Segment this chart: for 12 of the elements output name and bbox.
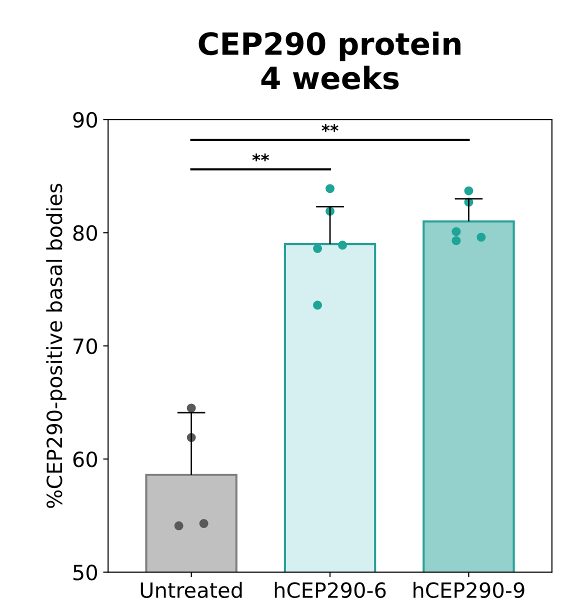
y-tick-label: 50 bbox=[73, 564, 98, 580]
chart-title: CEP290 protein 4 weeks bbox=[198, 32, 460, 90]
y-tick-label: 70 bbox=[74, 338, 98, 354]
annotation: ** bbox=[322, 124, 338, 132]
y-tick-label: 60 bbox=[73, 451, 98, 468]
x-tick-label: hCEP290-6 bbox=[274, 582, 386, 598]
y-axis-title: %CEP290-positive basal bodies bbox=[46, 184, 66, 508]
x-tick-label: Untreated bbox=[140, 582, 242, 598]
x-tick-label: hCEP290-9 bbox=[414, 582, 524, 598]
annotation: ** bbox=[252, 154, 270, 162]
y-tick-label: 80 bbox=[73, 225, 98, 241]
y-tick-label: 90 bbox=[73, 112, 98, 128]
